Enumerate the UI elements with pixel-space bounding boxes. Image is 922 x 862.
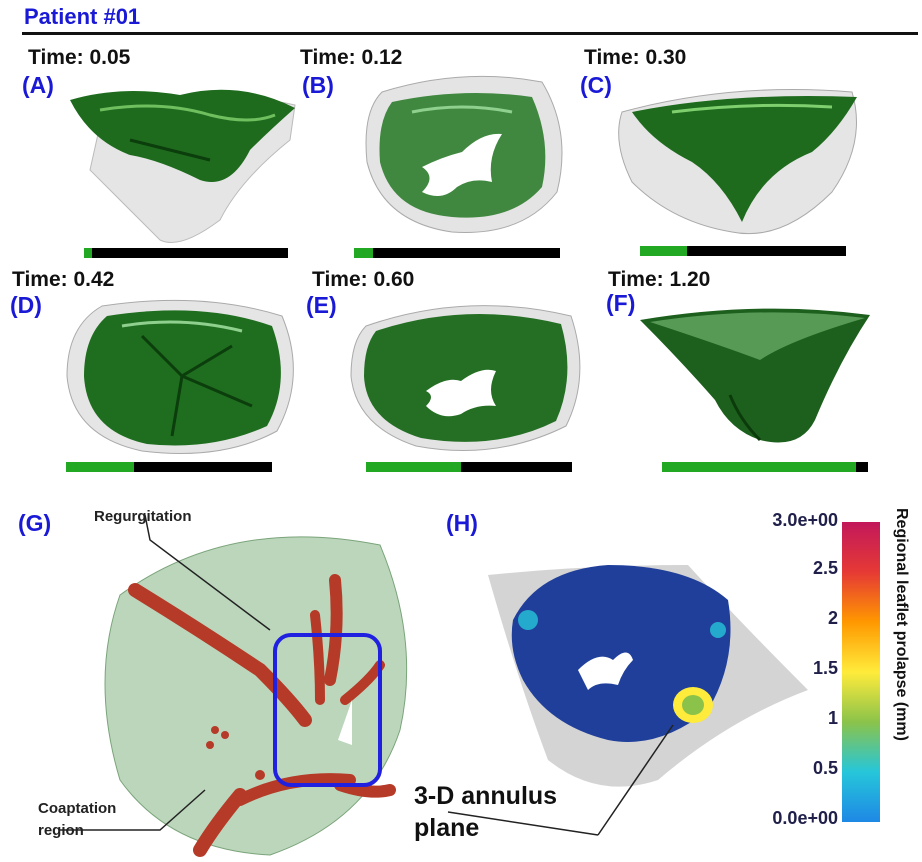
prolapse-colorbar-gradient [842,522,880,822]
panel-d-label: (D) [10,292,42,318]
panel-a-label: (A) [22,72,54,98]
prolapse-colorbar-ticks: 3.0e+00 2.5 2 1.5 1 0.5 0.0e+00 [722,510,842,830]
panel-d-progress-bar [66,462,272,472]
colorbar-tick: 1.5 [812,658,838,678]
prolapse-colorbar [842,522,880,822]
colorbar-tick: 1 [827,708,838,728]
panel-h-label: (H) [446,510,478,536]
panel-f-progress-fill [662,462,856,472]
panel-e-progress-fill [366,462,461,472]
panel-e-valve-render [350,305,581,451]
colorbar-title: Regional leaflet prolapse (mm) [893,508,910,741]
page-title: Patient #01 [24,4,141,29]
panel-b-time: Time: 0.12 [300,46,403,69]
panel-b-valve-render [365,75,563,233]
panel-d-time: Time: 0.42 [12,268,115,291]
title-underline [22,32,918,35]
annulus-leader-line [447,724,674,836]
panel-e-progress-bar [366,462,572,472]
colorbar-tick: 0.5 [812,758,838,778]
panel-a-time: Time: 0.05 [28,46,131,69]
panel-c-progress-fill [640,246,688,256]
panel-c-progress-bar [640,246,846,256]
panel-f-valve-render [640,308,870,443]
panel-b-progress-bar [354,248,560,258]
panel-e-label: (E) [306,292,337,318]
colorbar-tick: 0.0e+00 [772,808,838,828]
panel-c-label: (C) [580,72,612,98]
coaptation-annotation-line1: Coaptation [38,800,117,817]
annulus-annotation-line1: 3-D annulus [414,782,558,810]
panel-f-label: (F) [606,290,636,316]
panel-f-progress-bar [662,462,868,472]
coaptation-leader-line [60,789,206,831]
panel-c-valve-render [618,89,857,235]
regurgitation-highlight-box [273,633,382,787]
panel-b-label: (B) [302,72,334,98]
colorbar-tick: 3.0e+00 [772,510,838,530]
panel-a-valve-render [70,89,296,243]
panel-a-progress-fill [84,248,93,258]
panel-f-time: Time: 1.20 [608,268,711,291]
panel-e-time: Time: 0.60 [312,268,415,291]
panel-d-valve-render [66,299,294,454]
panel-h-heatmap-render [447,565,808,836]
colorbar-tick: 2.5 [812,558,838,578]
regurgitation-leader-line [144,514,271,631]
panel-d-progress-fill [66,462,134,472]
panel-c-time: Time: 0.30 [584,46,687,69]
panel-g-valve-render [60,514,408,857]
panel-g-label: (G) [18,510,52,536]
regurgitation-annotation: Regurgitation [94,508,192,525]
colorbar-tick: 2 [827,608,838,628]
annulus-annotation-line2: plane [414,814,480,842]
panel-b-progress-fill [354,248,373,258]
panel-a-progress-bar [84,248,288,258]
